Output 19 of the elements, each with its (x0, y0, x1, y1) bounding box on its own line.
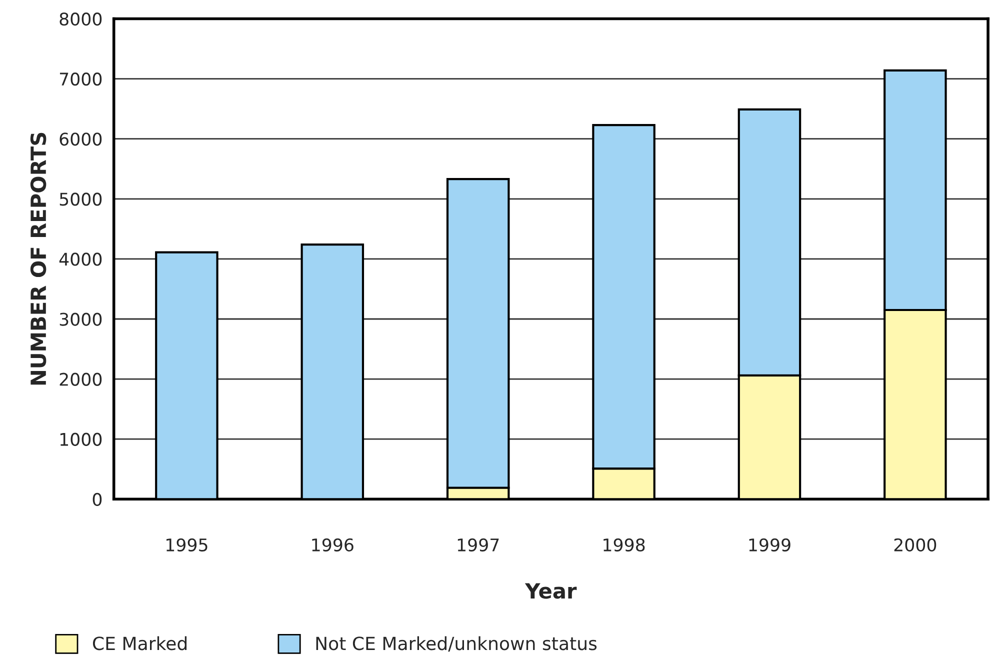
y-tick-label: 2000 (60, 372, 102, 386)
x-tick-label: 1995 (166, 538, 208, 552)
x-tick-label: 1997 (458, 538, 499, 552)
x-tick-label: 1996 (312, 538, 354, 552)
y-tick-label: 7000 (60, 72, 102, 86)
y-tick-label: 1000 (60, 432, 102, 446)
x-axis-title: Year (524, 583, 577, 599)
y-tick-label: 8000 (60, 12, 102, 26)
y-tick-label: 0 (92, 492, 102, 506)
legend-label: CE Marked (92, 636, 187, 650)
y-tick-label: 5000 (60, 192, 102, 206)
x-tick-label: 2000 (894, 538, 936, 552)
x-tick-label: 1999 (749, 538, 790, 552)
y-tick-label: 3000 (60, 312, 102, 326)
x-tick-label: 1998 (604, 538, 645, 552)
y-tick-label: 4000 (59, 252, 102, 266)
y-tick-label: 6000 (60, 132, 102, 146)
y-axis-title: NUMBER OF REPORTS (30, 132, 46, 385)
legend-label: Not CE Marked/unknown status (316, 636, 597, 652)
